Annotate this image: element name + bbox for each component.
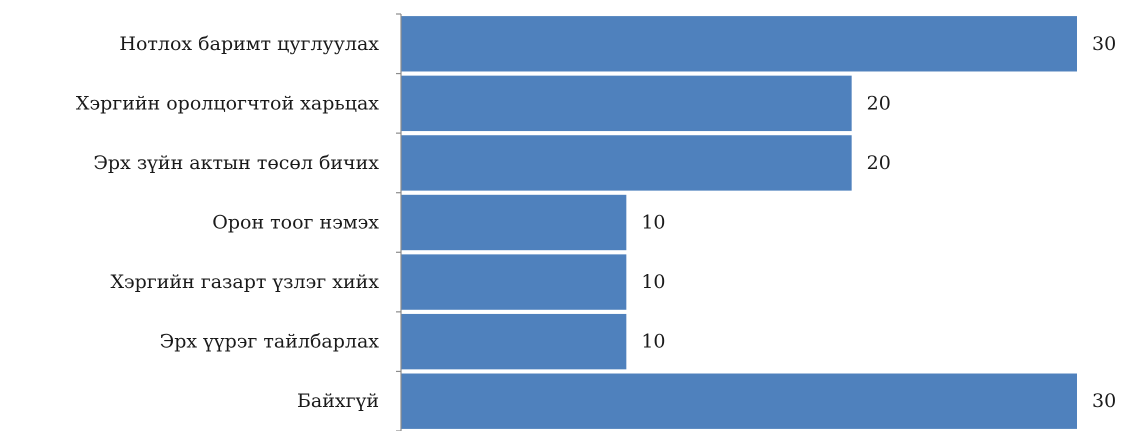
category-label: Эрх үүрэг тайлбарлах — [160, 331, 380, 353]
value-labels: 30 20 20 10 10 10 30 — [641, 33, 1116, 412]
value-label: 30 — [1092, 33, 1116, 55]
value-label: 20 — [867, 92, 891, 114]
category-label: Хэргийн оролцогчтой харьцах — [76, 92, 379, 114]
value-label: 20 — [867, 152, 891, 174]
value-label: 10 — [641, 331, 665, 353]
bar — [401, 75, 852, 132]
bar — [401, 194, 627, 251]
category-label: Орон тоог нэмэх — [212, 212, 379, 234]
bar — [401, 373, 1077, 429]
category-label: Хэргийн газарт үзлэг хийх — [110, 271, 379, 293]
category-labels: Нотлох баримт цуглуулах Хэргийн оролцогчт… — [76, 33, 379, 412]
value-label: 10 — [641, 271, 665, 293]
bars — [401, 16, 1077, 429]
bar — [401, 135, 852, 191]
bar — [401, 313, 627, 370]
bar — [401, 16, 1077, 72]
bar — [401, 254, 627, 310]
value-label: 10 — [641, 212, 665, 234]
category-label: Байхгүй — [297, 390, 379, 412]
category-label: Эрх зүйн актын төсөл бичих — [93, 152, 379, 174]
value-label: 30 — [1092, 390, 1116, 412]
category-label: Нотлох баримт цуглуулах — [119, 33, 379, 55]
axis-ticks — [396, 13, 401, 431]
